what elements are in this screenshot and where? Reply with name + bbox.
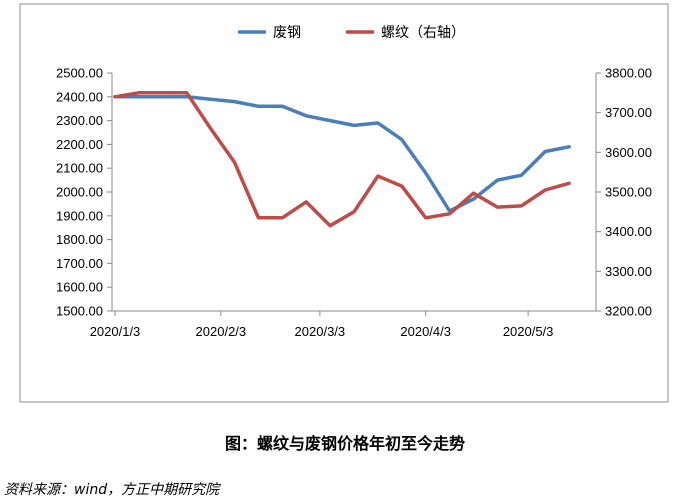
left-tick-label: 2200.00: [56, 137, 103, 152]
right-tick-label: 3500.00: [605, 185, 652, 200]
right-tick-label: 3200.00: [605, 304, 652, 319]
left-tick-label: 1700.00: [56, 256, 103, 271]
x-tick-label: 2020/1/3: [90, 324, 141, 339]
right-tick-label: 3800.00: [605, 66, 652, 81]
x-tick-label: 2020/3/3: [295, 324, 346, 339]
legend-label-scrap: 废钢: [273, 25, 301, 41]
right-tick-label: 3700.00: [605, 105, 652, 120]
left-tick-label: 1900.00: [56, 208, 103, 223]
series-line-rebar: [113, 91, 571, 228]
legend: 废钢 螺纹（右轴）: [238, 25, 465, 41]
left-tick-label: 2100.00: [56, 161, 103, 176]
x-tick-label: 2020/5/3: [503, 324, 554, 339]
left-axis-ticks: 1500.00 1600.00 1700.00 1800.00 1900.00 2000.…: [56, 66, 112, 319]
x-tick-label: 2020/2/3: [196, 324, 247, 339]
right-axis-ticks: 3200.00 3300.00 3400.00 3500.00 3600.00 3700.…: [596, 66, 652, 319]
x-tick-label: 2020/4/3: [400, 324, 451, 339]
left-tick-label: 2500.00: [56, 66, 103, 81]
right-tick-label: 3300.00: [605, 264, 652, 279]
left-tick-label: 1600.00: [56, 280, 103, 295]
x-axis-ticks: 2020/1/3 2020/2/3 2020/3/3 2020/4/3 2020/5/3: [90, 311, 554, 339]
figure-caption: 图：螺纹与废钢价格年初至今走势: [224, 434, 465, 453]
series-lines: [113, 91, 571, 228]
right-tick-label: 3600.00: [605, 145, 652, 160]
legend-label-rebar: 螺纹（右轴）: [381, 25, 465, 41]
left-tick-label: 1500.00: [56, 304, 103, 319]
left-tick-label: 2400.00: [56, 89, 103, 104]
left-tick-label: 1800.00: [56, 232, 103, 247]
left-tick-label: 2300.00: [56, 113, 103, 128]
right-tick-label: 3400.00: [605, 224, 652, 239]
source-note: 资料来源：wind，方正中期研究院: [4, 482, 220, 498]
chart-frame: [19, 3, 669, 403]
left-tick-label: 2000.00: [56, 185, 103, 200]
